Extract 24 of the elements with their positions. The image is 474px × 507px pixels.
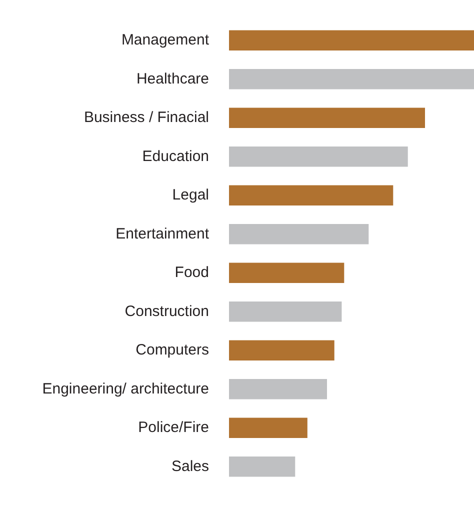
bar xyxy=(229,302,342,322)
y-tick-label: Computers xyxy=(136,342,209,359)
bar xyxy=(229,108,425,128)
y-tick-label: Legal xyxy=(172,186,209,204)
y-tick-label: Sales xyxy=(171,458,209,475)
y-tick-label: Engineering/ architecture xyxy=(42,380,209,398)
bar xyxy=(229,30,474,50)
y-tick-label: Business / Finacial xyxy=(84,109,209,126)
y-tick-label: Education xyxy=(142,148,209,165)
y-tick-label: Entertainment xyxy=(116,225,210,242)
y-tick-label: Healthcare xyxy=(136,70,209,88)
bar xyxy=(229,456,296,477)
y-tick-label: Police/Fire xyxy=(138,419,209,436)
bar xyxy=(229,185,394,206)
y-tick-label: Food xyxy=(174,264,209,282)
bar xyxy=(229,418,308,438)
bar xyxy=(229,69,474,90)
bar xyxy=(229,224,369,244)
y-tick-label: Construction xyxy=(124,302,209,320)
bar xyxy=(229,379,327,400)
y-tick-label: Management xyxy=(121,32,210,49)
bar xyxy=(229,262,344,283)
bar xyxy=(229,340,334,360)
bar xyxy=(229,146,408,167)
